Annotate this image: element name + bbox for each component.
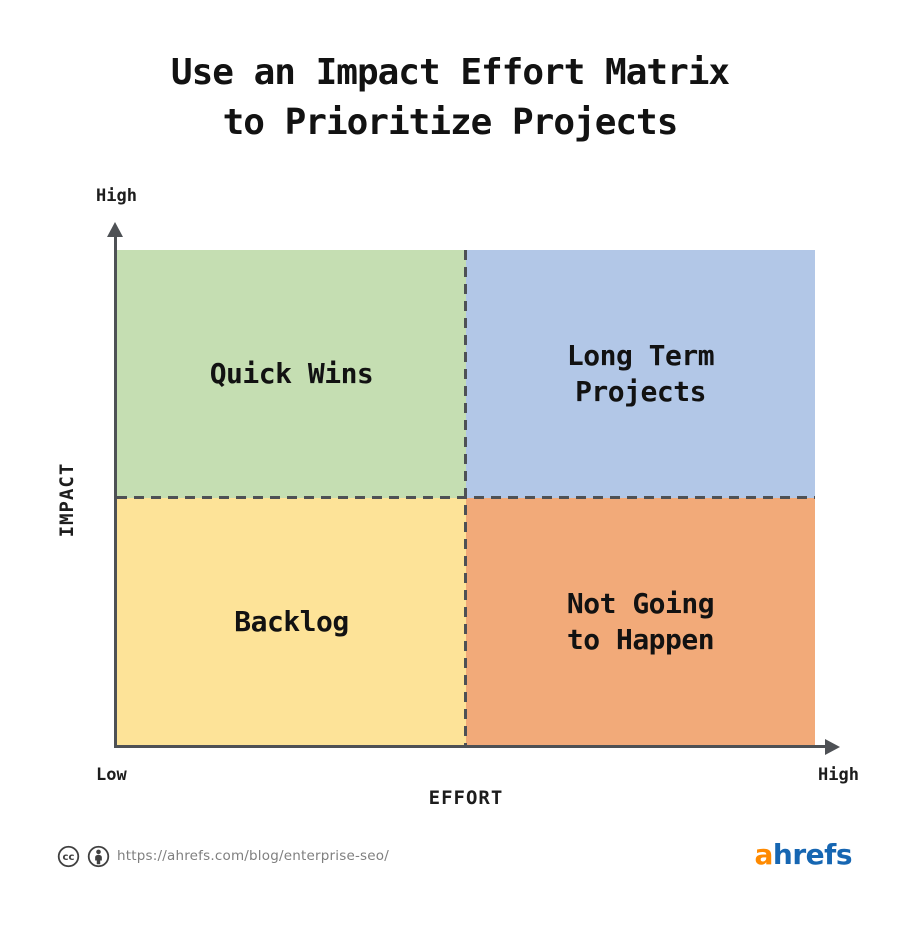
svg-text:cc: cc: [63, 852, 75, 863]
x-axis-arrow-icon: [825, 739, 840, 755]
quadrant-label-backlog: Backlog: [234, 604, 349, 640]
ahrefs-logo-a: a: [754, 838, 774, 871]
quadrant-label-line: Quick Wins: [209, 357, 374, 390]
x-axis-title: EFFORT: [428, 787, 504, 809]
page-title-line-2: to Prioritize Projects: [222, 102, 679, 143]
source-url: https://ahrefs.com/blog/enterprise-seo/: [117, 848, 389, 864]
quadrant-backlog: Backlog: [117, 498, 466, 746]
quadrant-label-long-term-projects: Long Term Projects: [566, 338, 715, 410]
quadrant-long-term-projects: Long Term Projects: [466, 250, 815, 498]
y-axis-high-label: High: [96, 186, 137, 206]
quadrant-not-going-to-happen: Not Going to Happen: [466, 498, 815, 746]
horizontal-dashed-divider: [117, 496, 815, 499]
page-title-line-1: Use an Impact Effort Matrix: [170, 52, 730, 93]
license-icons: cc: [57, 845, 110, 872]
quadrant-label-quick-wins: Quick Wins: [210, 356, 374, 392]
quadrant-label-line: to Happen: [566, 623, 715, 656]
y-axis-line: [114, 237, 117, 746]
page-title: Use an Impact Effort Matrix to Prioritiz…: [0, 48, 900, 148]
x-axis-high-label: High: [818, 765, 859, 785]
quadrant-label-not-going-to-happen: Not Going to Happen: [566, 586, 715, 658]
y-axis-title: IMPACT: [56, 462, 78, 538]
attribution-icon: [87, 845, 110, 872]
ahrefs-logo: ahrefs: [755, 838, 853, 871]
creative-commons-icon: cc: [57, 845, 80, 872]
y-axis-arrow-icon: [107, 222, 123, 237]
quadrant-label-line: Projects: [575, 375, 706, 408]
x-axis-line: [114, 745, 826, 748]
quadrant-quick-wins: Quick Wins: [117, 250, 466, 498]
quadrant-label-line: Not Going: [566, 587, 715, 620]
quadrant-label-line: Backlog: [234, 605, 349, 638]
origin-low-label: Low: [96, 765, 127, 785]
ahrefs-logo-hrefs: hrefs: [772, 838, 853, 871]
quadrant-label-line: Long Term: [566, 339, 715, 372]
matrix-grid: Quick Wins Long Term Projects Backlog No…: [117, 250, 815, 746]
